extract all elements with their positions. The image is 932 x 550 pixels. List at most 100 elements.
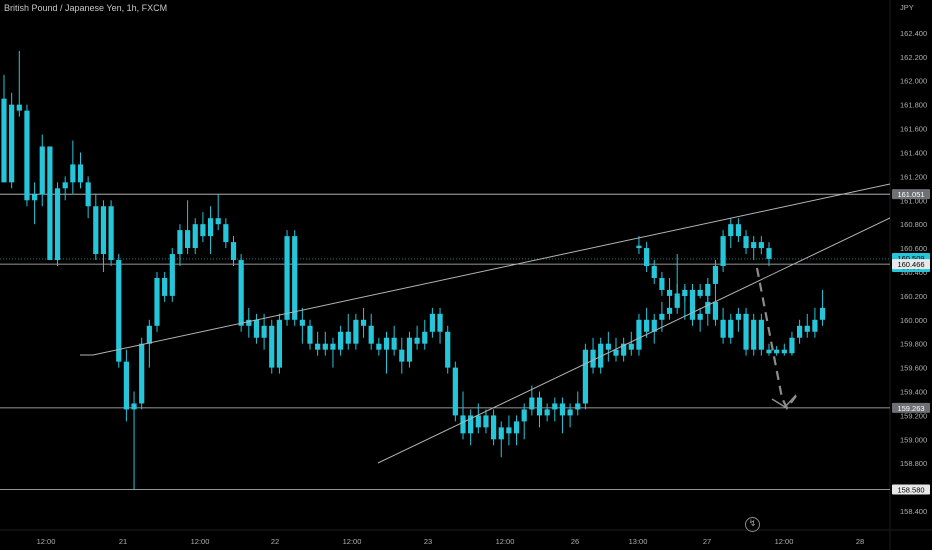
- candle-body: [766, 248, 772, 259]
- candle: [697, 283, 703, 299]
- candle: [766, 242, 772, 267]
- candle: [368, 313, 374, 350]
- candle-body: [238, 260, 244, 326]
- candle: [299, 307, 305, 344]
- candle: [399, 337, 405, 374]
- candle: [789, 331, 795, 356]
- candle-body: [100, 206, 107, 255]
- candle: [682, 286, 688, 302]
- candle-body: [735, 313, 741, 320]
- candle-body: [207, 218, 214, 237]
- candle: [139, 337, 145, 410]
- candle: [414, 325, 420, 350]
- candle-body: [659, 313, 665, 320]
- candle-body: [674, 293, 680, 296]
- candle: [506, 415, 512, 446]
- candle: [697, 307, 703, 332]
- candle: [54, 182, 61, 267]
- candle: [728, 218, 734, 249]
- x-tick-label: 12:00: [191, 537, 210, 546]
- candle-body: [215, 218, 221, 225]
- candle-body: [666, 307, 673, 314]
- price-tag-label: 160.509: [897, 254, 924, 263]
- x-tick-label: 12:00: [496, 537, 515, 546]
- candle-body: [636, 245, 642, 249]
- candle: [781, 343, 787, 356]
- candle: [307, 319, 313, 350]
- candle: [406, 331, 413, 368]
- candle-body: [414, 337, 420, 344]
- candle: [758, 313, 764, 356]
- candle: [559, 397, 566, 434]
- x-tick-label: 27: [703, 537, 711, 546]
- candle: [468, 409, 474, 446]
- x-tick-label: 13:00: [629, 537, 648, 546]
- candle-body: [651, 319, 657, 332]
- candle: [475, 403, 481, 434]
- candle: [1, 74, 7, 183]
- y-tick-label: 160.000: [900, 316, 927, 325]
- x-tick-label: 26: [571, 537, 579, 546]
- candle: [77, 152, 84, 189]
- candle-body: [139, 343, 145, 404]
- candle: [552, 397, 558, 422]
- candle-body: [590, 349, 596, 368]
- candle-body: [751, 242, 757, 249]
- candle: [24, 104, 30, 207]
- y-tick-label: 159.800: [900, 340, 927, 349]
- candle: [276, 313, 282, 374]
- candle: [253, 313, 260, 344]
- y-tick-label: 160.400: [900, 268, 927, 277]
- candle: [605, 331, 611, 362]
- candle-body: [506, 427, 512, 434]
- candle-body: [1, 98, 7, 183]
- candle-body: [353, 319, 359, 344]
- candle-body: [567, 409, 573, 416]
- y-tick-label: 158.400: [900, 507, 927, 516]
- candle: [429, 307, 435, 338]
- candle: [751, 236, 757, 261]
- candle-body: [575, 403, 581, 410]
- candle: [598, 337, 604, 374]
- candle: [93, 194, 99, 261]
- candle-body: [315, 343, 321, 350]
- lightning-bolt-icon[interactable]: ↯: [745, 517, 760, 532]
- candle-body: [223, 224, 229, 243]
- candle-body: [751, 319, 757, 350]
- candle: [460, 391, 466, 440]
- candle: [644, 307, 650, 338]
- candle-body: [697, 289, 703, 296]
- candle: [200, 212, 206, 243]
- candle-body: [544, 409, 550, 416]
- y-tick-label: 161.000: [900, 196, 927, 205]
- candle-body: [651, 266, 657, 278]
- candle-body: [39, 146, 45, 195]
- candle-body: [728, 319, 734, 338]
- candle-body: [460, 415, 466, 434]
- candle: [529, 385, 535, 416]
- candle-body: [475, 415, 481, 428]
- candle-body: [131, 403, 137, 410]
- candle-body: [93, 206, 99, 255]
- candle-body: [307, 325, 313, 344]
- candle: [116, 254, 122, 368]
- candle: [819, 289, 826, 326]
- candle-body: [598, 343, 604, 368]
- candle-body: [636, 319, 642, 350]
- candle-body: [169, 254, 175, 296]
- candle: [223, 218, 229, 249]
- candle-body: [32, 194, 38, 201]
- candle: [207, 206, 214, 255]
- candle: [215, 194, 221, 231]
- candle-body: [789, 337, 795, 354]
- candle-body: [797, 325, 803, 338]
- candle-body: [644, 319, 650, 332]
- candle-body: [483, 415, 489, 428]
- candle: [483, 409, 489, 434]
- price-tag: 159.263: [892, 402, 930, 413]
- candle-body: [781, 349, 787, 354]
- candle-body: [720, 236, 726, 267]
- price-tag-label: 160.466: [897, 260, 924, 269]
- candle: [758, 236, 764, 255]
